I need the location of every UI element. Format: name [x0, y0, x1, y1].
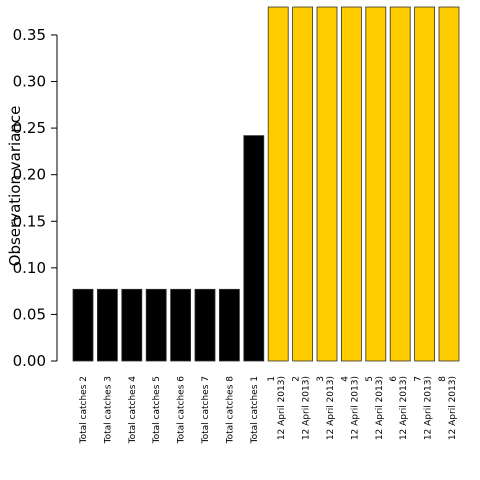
- bar: [97, 288, 118, 362]
- y-axis-title: Observation variance: [6, 106, 24, 267]
- y-tick-label: 0.20: [13, 166, 46, 184]
- bar: [170, 288, 192, 362]
- x-tick-label: 12 April 2013): [375, 376, 385, 440]
- y-axis: 0.00 0.05 0.10 0.15 0.20 0.25 0.30 0.35: [13, 26, 58, 370]
- y-tick-label: 0.25: [13, 119, 46, 137]
- x-tick-label: Total catches 1: [250, 376, 260, 444]
- bar: [316, 6, 338, 362]
- x-tick-label: Total catches 6: [177, 376, 187, 445]
- x-tick-labels: Total catches 2 Total catches 3 Total catc…: [79, 376, 458, 445]
- bar: [72, 288, 94, 362]
- bar: [340, 6, 362, 362]
- x-tick-label: Total catches 7: [201, 376, 211, 444]
- bar: [267, 6, 289, 362]
- bar: [194, 288, 216, 362]
- x-tick-label: Total catches 3: [103, 376, 113, 444]
- y-tick-label: 0.10: [13, 259, 46, 277]
- bar: [218, 288, 240, 362]
- x-tick-label: 12 April 2013): [302, 376, 312, 440]
- x-tick-label: 2: [292, 376, 302, 382]
- bar: [438, 6, 460, 362]
- bar: [243, 135, 265, 362]
- y-tick-label: 0.30: [13, 73, 46, 91]
- bar: [365, 6, 387, 362]
- x-tick-label: 12 April 2013): [350, 376, 360, 440]
- x-tick-label: 3: [316, 376, 326, 382]
- y-tick-label: 0.35: [13, 26, 46, 44]
- bar: [121, 288, 143, 362]
- bar: [145, 288, 167, 362]
- bar: [414, 6, 436, 362]
- x-tick-label: 12 April 2013): [448, 376, 458, 440]
- y-tick-label: 0.15: [13, 212, 46, 230]
- x-tick-label: 4: [340, 376, 350, 382]
- x-tick-label: 1: [267, 376, 277, 382]
- x-tick-label: Total catches 8: [225, 376, 235, 445]
- x-tick-label: 12 April 2013): [277, 376, 287, 440]
- x-tick-label: Total catches 4: [128, 376, 138, 445]
- y-tick-label: 0.00: [13, 352, 46, 370]
- x-tick-label: 6: [389, 376, 399, 382]
- x-tick-label: 12 April 2013): [399, 376, 409, 440]
- y-tick-label: 0.05: [13, 305, 46, 323]
- x-tick-label: 5: [365, 376, 375, 382]
- x-tick-label: 12 April 2013): [326, 376, 336, 440]
- bar: [292, 6, 314, 362]
- x-tick-label: 12 April 2013): [424, 376, 434, 440]
- bar: [389, 6, 411, 362]
- x-tick-label: Total catches 2: [79, 376, 89, 444]
- x-tick-label: Total catches 5: [152, 376, 162, 444]
- x-tick-label: 7: [414, 376, 424, 382]
- x-tick-label: 8: [438, 376, 448, 382]
- bars-group: [72, 6, 460, 362]
